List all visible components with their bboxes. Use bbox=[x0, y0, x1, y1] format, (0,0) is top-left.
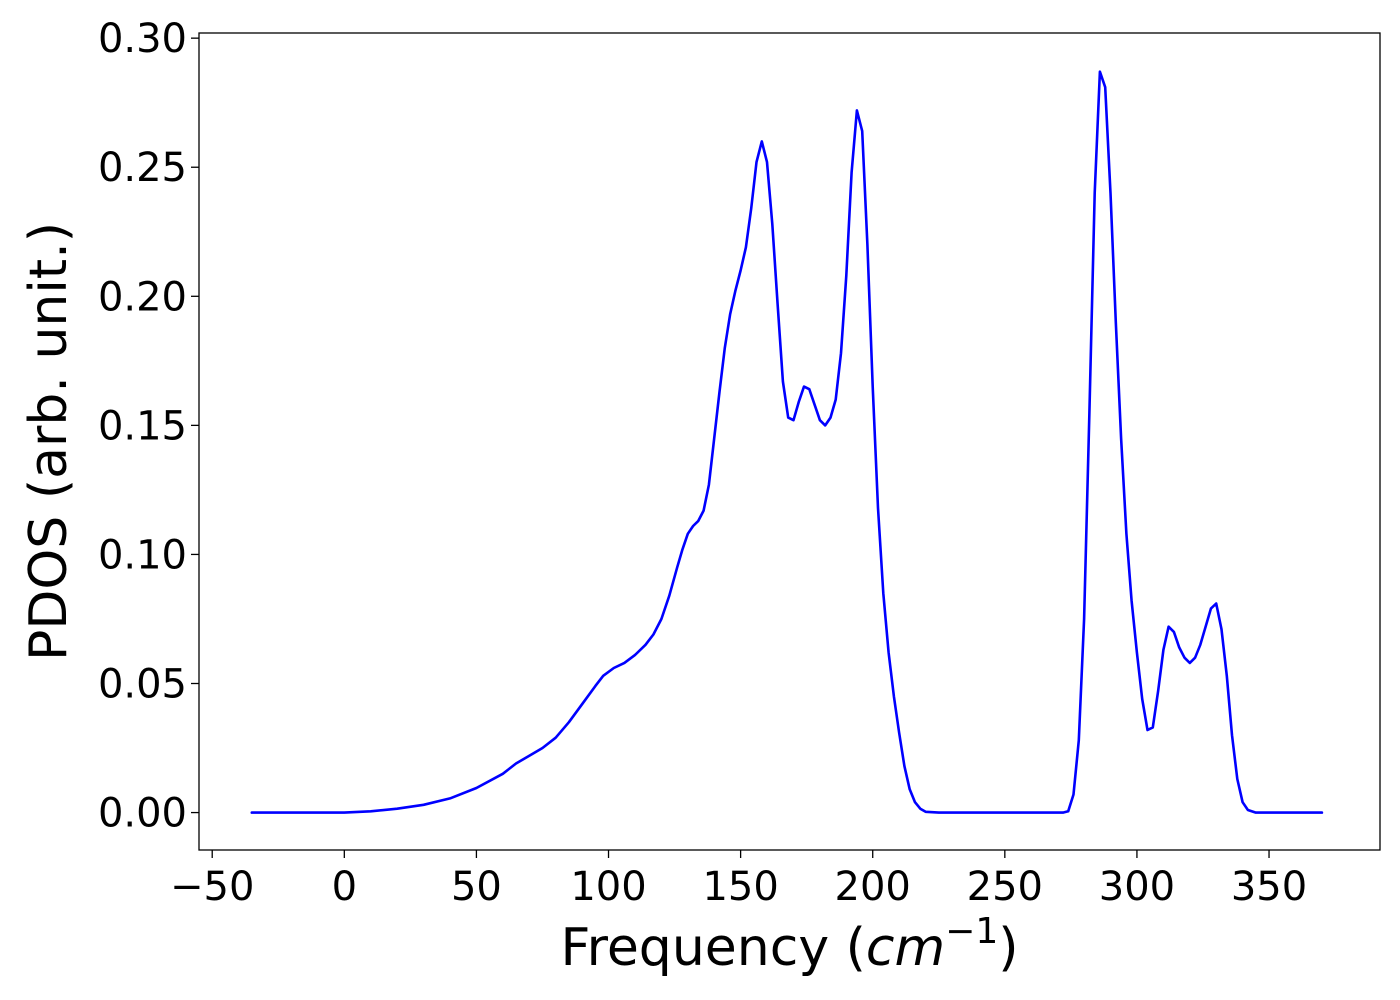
x-axis-ticks: −50 0 50 100 150 200 250 300 350 bbox=[170, 850, 1307, 910]
y-axis-label: PDOS (arb. unit.) bbox=[19, 222, 79, 661]
y-tick-label: 0.05 bbox=[98, 662, 187, 708]
plot-frame bbox=[198, 32, 1381, 851]
x-tick-label: 250 bbox=[967, 864, 1043, 910]
x-tick-label: 50 bbox=[451, 864, 502, 910]
x-tick-label: 300 bbox=[1099, 864, 1175, 910]
pdos-series-line bbox=[250, 70, 1324, 814]
y-tick-label: 0.20 bbox=[98, 274, 187, 320]
y-tick-label: 0.15 bbox=[98, 403, 187, 449]
x-tick-label: 200 bbox=[835, 864, 911, 910]
x-tick-label: 350 bbox=[1231, 864, 1307, 910]
y-tick-label: 0.00 bbox=[98, 791, 187, 837]
x-axis-label: Frequency (cm−1) bbox=[560, 911, 1018, 978]
x-tick-label: 150 bbox=[702, 864, 778, 910]
x-axis-label-suffix: ) bbox=[998, 918, 1018, 978]
x-tick-label: 100 bbox=[570, 864, 646, 910]
y-tick-label: 0.30 bbox=[98, 16, 187, 62]
y-tick-label: 0.10 bbox=[98, 532, 187, 578]
x-axis-label-prefix: Frequency ( bbox=[560, 918, 865, 978]
x-axis-label-exponent: −1 bbox=[945, 911, 998, 952]
x-tick-label: −50 bbox=[170, 864, 254, 910]
x-axis-label-unit: cm bbox=[866, 918, 945, 978]
y-tick-label: 0.25 bbox=[98, 145, 187, 191]
y-axis-ticks: 0.00 0.05 0.10 0.15 0.20 0.25 0.30 bbox=[98, 16, 199, 837]
x-tick-label: 0 bbox=[332, 864, 357, 910]
